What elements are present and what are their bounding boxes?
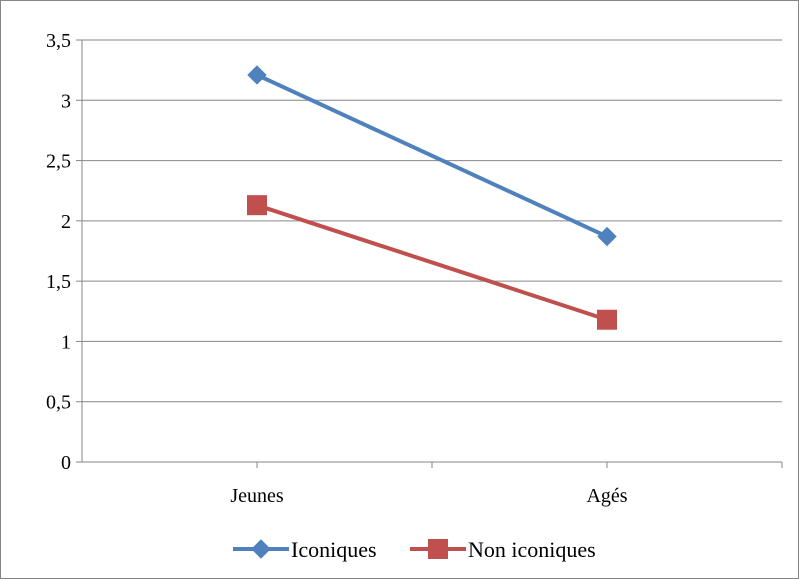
data-point bbox=[597, 226, 617, 247]
y-tick-label: 0 bbox=[61, 452, 71, 474]
legend-entry: Non iconiques bbox=[410, 537, 596, 562]
data-point bbox=[597, 309, 617, 330]
axes bbox=[76, 39, 783, 468]
data-point bbox=[247, 195, 267, 216]
data-point bbox=[247, 65, 267, 85]
legend-entry: Iconiques bbox=[233, 537, 377, 562]
legend-label: Non iconiques bbox=[468, 537, 596, 562]
y-tick-label: 3 bbox=[61, 90, 71, 112]
y-tick-label: 2,5 bbox=[46, 151, 71, 173]
series-line bbox=[256, 73, 608, 239]
x-tick-label: Agés bbox=[586, 485, 627, 507]
gridlines bbox=[82, 39, 782, 403]
y-axis-tick-labels: 0 0,5 1 1,5 2 2,5 3 3,5 bbox=[46, 30, 71, 474]
x-tick-label: Jeunes bbox=[230, 485, 284, 507]
y-tick-label: 0,5 bbox=[46, 392, 71, 414]
series-line bbox=[256, 203, 608, 322]
legend-square-marker bbox=[428, 539, 448, 559]
series-lines bbox=[247, 65, 617, 330]
x-axis-tick-labels: Jeunes Agés bbox=[230, 485, 627, 507]
y-tick-label: 1,5 bbox=[46, 271, 71, 293]
legend-diamond-marker bbox=[251, 539, 271, 559]
y-tick-label: 2 bbox=[61, 211, 71, 233]
y-tick-label: 1 bbox=[61, 331, 71, 353]
legend: Iconiques Non iconiques bbox=[233, 537, 596, 562]
legend-label: Iconiques bbox=[291, 537, 377, 562]
y-tick-label: 3,5 bbox=[46, 30, 71, 52]
